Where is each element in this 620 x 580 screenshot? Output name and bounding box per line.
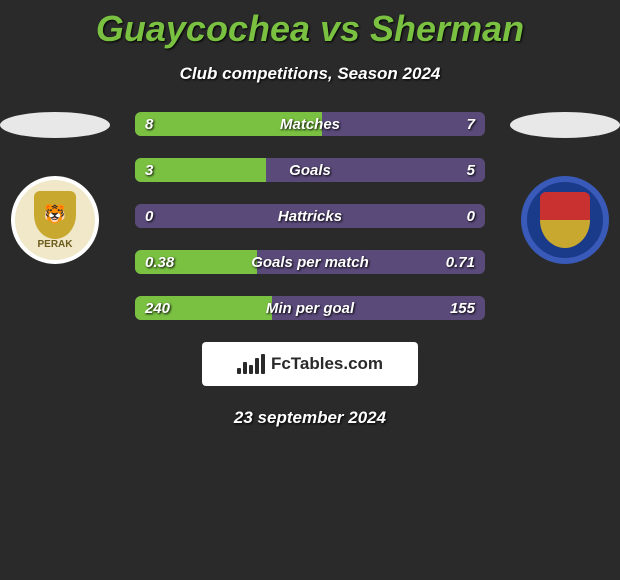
stat-label: Min per goal (135, 300, 485, 317)
left-ellipse (0, 112, 110, 138)
brand-text: FcTables.com (271, 354, 383, 374)
left-badge-shield-icon: 🐯 (34, 191, 76, 239)
right-team-badge (521, 176, 609, 264)
stat-label: Hattricks (135, 208, 485, 225)
brand-box[interactable]: FcTables.com (202, 342, 418, 386)
brand-chart-icon (237, 354, 265, 374)
right-badge-shield-icon (540, 192, 590, 248)
stat-row: 00Hattricks (135, 204, 485, 228)
date-label: 23 september 2024 (0, 408, 620, 428)
right-ellipse (510, 112, 620, 138)
stat-row: 240155Min per goal (135, 296, 485, 320)
page-title: Guaycochea vs Sherman (0, 0, 620, 50)
left-team-badge: 🐯 PERAK (11, 176, 99, 264)
stat-label: Matches (135, 116, 485, 133)
comparison-card: Guaycochea vs Sherman Club competitions,… (0, 0, 620, 580)
left-player-column: 🐯 PERAK (0, 112, 110, 312)
right-player-column (510, 112, 620, 312)
stat-row: 87Matches (135, 112, 485, 136)
content-area: 🐯 PERAK 87Matches 35Goals 00Hattricks 0.380… (0, 112, 620, 320)
stat-label: Goals per match (135, 254, 485, 271)
stat-row: 35Goals (135, 158, 485, 182)
subtitle: Club competitions, Season 2024 (0, 64, 620, 84)
stat-bars-container: 87Matches 35Goals 00Hattricks 0.380.71Goals… (135, 112, 485, 320)
left-badge-label: PERAK (37, 239, 72, 250)
stat-row: 0.380.71Goals per match (135, 250, 485, 274)
stat-label: Goals (135, 162, 485, 179)
